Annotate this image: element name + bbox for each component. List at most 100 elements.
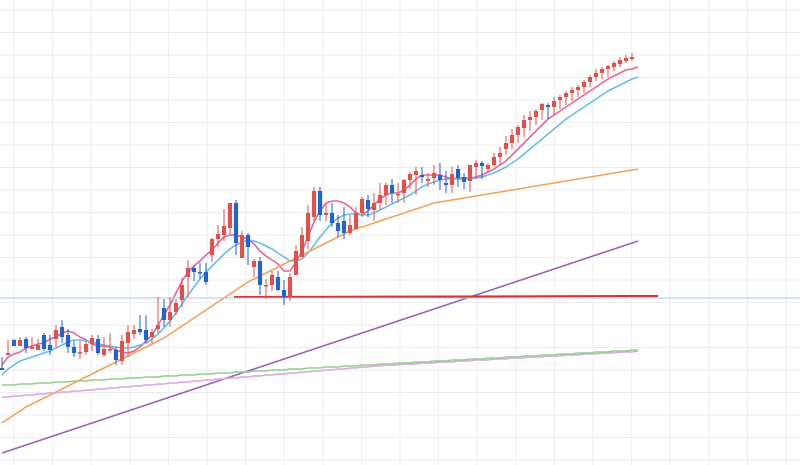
moving-average-line-6: [2, 349, 638, 386]
candle: [503, 136, 509, 155]
candle-body: [431, 173, 437, 178]
moving-average-lines: [1, 66, 639, 454]
candle: [575, 85, 581, 97]
candle-body: [101, 349, 107, 355]
candle: [11, 339, 17, 346]
candle-body: [611, 63, 617, 67]
candle-body: [557, 97, 563, 100]
candle-body: [449, 174, 455, 185]
candle-body: [617, 60, 623, 64]
candle: [455, 165, 461, 187]
candle-body: [119, 341, 125, 361]
candle: [479, 161, 485, 179]
candle: [419, 167, 425, 183]
candle: [125, 325, 131, 357]
candle: [317, 187, 323, 221]
candle-body: [395, 194, 401, 196]
candle: [95, 335, 101, 355]
candle: [629, 53, 635, 61]
candle-body: [425, 179, 431, 181]
candle-body: [35, 345, 41, 350]
candle: [137, 315, 143, 335]
candle: [353, 207, 359, 229]
candle-body: [413, 171, 419, 175]
candle: [491, 153, 497, 167]
candle: [5, 340, 11, 355]
candle: [293, 245, 299, 275]
candle-body: [209, 239, 215, 255]
candle: [257, 257, 263, 295]
candle: [119, 335, 125, 365]
candle-body: [167, 312, 173, 320]
candle: [449, 167, 455, 193]
candle: [0, 357, 5, 370]
candle: [281, 280, 287, 305]
candle: [545, 103, 551, 119]
candle-body: [197, 272, 203, 274]
candle: [53, 325, 59, 347]
support-line: [233, 295, 659, 298]
candle-body: [149, 332, 155, 337]
candle-body: [359, 199, 365, 213]
candle: [515, 125, 521, 143]
candle: [347, 215, 353, 235]
candle-body: [605, 66, 611, 69]
candle-body: [263, 285, 269, 287]
candle: [251, 259, 257, 277]
candle-body: [113, 350, 119, 360]
candle: [65, 329, 71, 353]
candle-body: [473, 163, 479, 167]
candle-body: [143, 330, 149, 340]
candle-body: [137, 329, 143, 332]
moving-average-line-3: [1, 168, 639, 424]
candle: [557, 95, 563, 109]
candle-body: [107, 349, 113, 351]
candle: [59, 320, 65, 343]
candle-body: [365, 200, 371, 209]
candle-body: [539, 104, 545, 110]
candle-body: [527, 117, 533, 120]
candle: [569, 87, 575, 101]
candle-body: [575, 87, 581, 90]
candle: [623, 55, 629, 63]
candle-body: [191, 268, 197, 272]
candle: [209, 238, 215, 262]
candle: [179, 278, 185, 307]
candle-body: [503, 143, 509, 149]
candle-body: [551, 101, 557, 107]
candle-body: [233, 203, 239, 243]
candle-body: [77, 352, 83, 354]
candle: [83, 341, 89, 355]
candle-body: [257, 261, 263, 285]
candle: [17, 337, 23, 346]
candle-body: [83, 344, 89, 352]
candle-body: [623, 58, 629, 61]
candle: [581, 80, 587, 93]
candle: [143, 315, 149, 343]
candle-body: [455, 169, 461, 178]
candle-body: [341, 221, 347, 233]
candle: [611, 61, 617, 71]
moving-average-line-2: [1, 76, 639, 376]
candle: [47, 335, 53, 355]
candle-body: [293, 251, 299, 275]
candle-body: [329, 213, 335, 223]
candle-body: [521, 120, 527, 128]
candle-body: [305, 213, 311, 241]
candle: [473, 160, 479, 179]
candle: [191, 266, 197, 281]
candle: [365, 195, 371, 217]
candle: [593, 69, 599, 81]
candle-body: [269, 275, 275, 285]
candle-body: [53, 330, 59, 339]
candle: [233, 200, 239, 255]
candle-body: [485, 165, 491, 169]
candle-body: [347, 225, 353, 233]
candle-body: [587, 77, 593, 82]
candle-body: [239, 235, 245, 258]
candle: [527, 111, 533, 131]
candle: [551, 97, 557, 115]
candle: [389, 179, 395, 203]
candle: [371, 193, 377, 221]
